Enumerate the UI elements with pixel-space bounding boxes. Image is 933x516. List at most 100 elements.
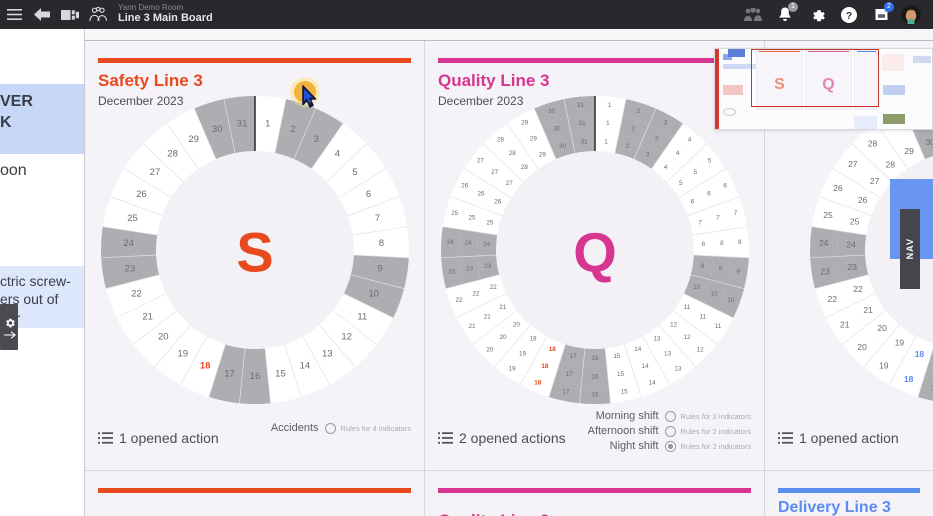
svg-text:19: 19 bbox=[895, 338, 905, 348]
svg-text:21: 21 bbox=[863, 305, 873, 315]
svg-text:24: 24 bbox=[123, 238, 134, 249]
svg-text:19: 19 bbox=[177, 348, 188, 359]
svg-text:8: 8 bbox=[738, 239, 742, 246]
svg-text:20: 20 bbox=[877, 323, 887, 333]
svg-text:22: 22 bbox=[853, 284, 863, 294]
svg-text:Q: Q bbox=[573, 221, 617, 284]
svg-text:24: 24 bbox=[483, 241, 491, 248]
svg-text:26: 26 bbox=[494, 199, 502, 206]
svg-text:2: 2 bbox=[626, 143, 630, 150]
svg-text:S: S bbox=[236, 221, 273, 284]
svg-text:14: 14 bbox=[634, 346, 642, 353]
svg-text:31: 31 bbox=[581, 139, 589, 146]
svg-text:7: 7 bbox=[698, 219, 702, 226]
svg-text:30: 30 bbox=[559, 143, 567, 150]
svg-text:9: 9 bbox=[719, 266, 723, 273]
svg-text:8: 8 bbox=[379, 238, 384, 249]
svg-text:2: 2 bbox=[631, 125, 635, 132]
svg-text:7: 7 bbox=[734, 210, 738, 217]
svg-text:23: 23 bbox=[448, 268, 456, 275]
svg-text:30: 30 bbox=[553, 125, 561, 132]
svg-text:26: 26 bbox=[858, 195, 868, 205]
svg-text:13: 13 bbox=[322, 348, 333, 359]
svg-text:8: 8 bbox=[702, 241, 706, 248]
svg-text:29: 29 bbox=[539, 152, 547, 159]
svg-text:6: 6 bbox=[707, 191, 711, 198]
svg-text:10: 10 bbox=[693, 284, 701, 291]
svg-text:25: 25 bbox=[127, 213, 138, 224]
svg-text:20: 20 bbox=[158, 332, 169, 343]
svg-text:3: 3 bbox=[664, 120, 668, 127]
svg-text:28: 28 bbox=[868, 138, 878, 148]
svg-text:24: 24 bbox=[465, 240, 473, 247]
svg-text:27: 27 bbox=[848, 159, 858, 169]
svg-text:10: 10 bbox=[711, 291, 719, 298]
svg-text:22: 22 bbox=[828, 294, 838, 304]
svg-text:31: 31 bbox=[579, 120, 587, 127]
svg-text:5: 5 bbox=[694, 169, 698, 176]
svg-text:27: 27 bbox=[870, 176, 880, 186]
svg-text:24: 24 bbox=[819, 238, 829, 248]
svg-text:2: 2 bbox=[637, 108, 641, 115]
svg-text:13: 13 bbox=[674, 366, 682, 373]
svg-text:24: 24 bbox=[846, 239, 856, 249]
svg-text:23: 23 bbox=[820, 266, 830, 276]
svg-text:18: 18 bbox=[904, 374, 914, 384]
svg-text:21: 21 bbox=[142, 311, 153, 322]
svg-text:4: 4 bbox=[688, 136, 692, 143]
svg-text:3: 3 bbox=[646, 152, 650, 159]
svg-text:27: 27 bbox=[491, 169, 499, 176]
svg-text:25: 25 bbox=[850, 217, 860, 227]
svg-text:6: 6 bbox=[691, 199, 695, 206]
svg-text:21: 21 bbox=[499, 304, 507, 311]
svg-text:16: 16 bbox=[591, 392, 599, 399]
svg-text:19: 19 bbox=[519, 351, 527, 358]
svg-text:23: 23 bbox=[125, 264, 136, 275]
svg-text:1: 1 bbox=[265, 119, 270, 130]
svg-text:10: 10 bbox=[727, 297, 735, 304]
svg-text:12: 12 bbox=[697, 346, 705, 353]
svg-text:2: 2 bbox=[290, 124, 295, 135]
svg-text:5: 5 bbox=[679, 180, 683, 187]
svg-text:30: 30 bbox=[548, 108, 556, 115]
svg-text:28: 28 bbox=[167, 149, 178, 160]
svg-text:7: 7 bbox=[375, 213, 380, 224]
svg-text:24: 24 bbox=[447, 239, 455, 246]
svg-text:5: 5 bbox=[352, 167, 357, 178]
svg-text:8: 8 bbox=[720, 240, 724, 247]
svg-text:23: 23 bbox=[484, 263, 492, 270]
svg-text:9: 9 bbox=[377, 264, 382, 275]
svg-text:15: 15 bbox=[275, 368, 286, 379]
svg-text:29: 29 bbox=[904, 146, 914, 156]
svg-text:28: 28 bbox=[886, 159, 896, 169]
svg-text:29: 29 bbox=[188, 134, 199, 145]
svg-text:11: 11 bbox=[684, 304, 691, 311]
svg-text:26: 26 bbox=[833, 183, 843, 193]
svg-text:21: 21 bbox=[484, 314, 492, 321]
svg-text:20: 20 bbox=[513, 321, 521, 328]
svg-text:20: 20 bbox=[857, 342, 867, 352]
svg-text:17: 17 bbox=[566, 371, 574, 378]
svg-text:13: 13 bbox=[664, 351, 672, 358]
svg-text:27: 27 bbox=[506, 180, 514, 187]
svg-text:9: 9 bbox=[700, 263, 704, 270]
svg-text:22: 22 bbox=[472, 291, 480, 298]
svg-text:5: 5 bbox=[708, 158, 712, 165]
svg-text:20: 20 bbox=[499, 334, 507, 341]
svg-text:22: 22 bbox=[131, 288, 142, 299]
svg-text:22: 22 bbox=[490, 284, 498, 291]
svg-text:27: 27 bbox=[477, 158, 485, 165]
svg-text:17: 17 bbox=[224, 368, 235, 379]
svg-text:23: 23 bbox=[466, 266, 474, 273]
svg-text:3: 3 bbox=[314, 134, 319, 145]
svg-text:6: 6 bbox=[366, 189, 371, 200]
svg-text:30: 30 bbox=[212, 124, 223, 135]
svg-text:4: 4 bbox=[676, 150, 680, 157]
svg-text:18: 18 bbox=[534, 380, 542, 387]
svg-text:4: 4 bbox=[335, 149, 340, 160]
svg-text:14: 14 bbox=[642, 363, 650, 370]
svg-text:1: 1 bbox=[604, 139, 608, 146]
svg-text:12: 12 bbox=[684, 334, 692, 341]
svg-text:31: 31 bbox=[237, 119, 248, 130]
svg-text:25: 25 bbox=[823, 210, 833, 220]
